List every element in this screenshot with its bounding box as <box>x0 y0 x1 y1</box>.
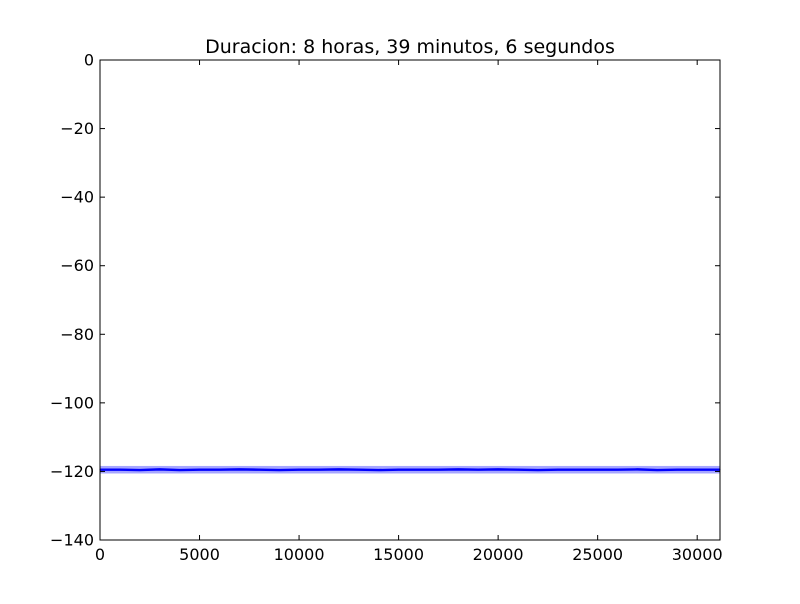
series-0-point <box>139 469 141 471</box>
series-0-point <box>656 469 658 471</box>
series-0-point <box>338 468 340 470</box>
series-0-point <box>358 469 360 471</box>
y-tick-label: −120 <box>50 462 94 481</box>
chart-title: Duracion: 8 horas, 39 minutos, 6 segundo… <box>205 36 615 58</box>
series-0-point <box>636 468 639 470</box>
series-0-point <box>437 469 440 471</box>
series-0-point <box>198 469 201 471</box>
y-tick-label: −100 <box>50 393 94 412</box>
series-0-point <box>318 469 320 471</box>
series-0-point <box>298 469 300 471</box>
series-0-point <box>417 469 420 471</box>
series-0-point <box>537 469 539 471</box>
series-0-point <box>179 469 181 471</box>
series-0-point <box>457 468 459 470</box>
y-tick-label: −20 <box>60 119 94 138</box>
y-tick-label: −80 <box>60 325 94 344</box>
series-0-point <box>597 469 599 471</box>
series-0-line <box>100 468 720 472</box>
series-0-point <box>119 469 121 471</box>
x-tick-label: 30000 <box>672 545 723 564</box>
x-tick-label: 5000 <box>179 545 220 564</box>
series-0-point <box>258 469 260 471</box>
plot-data <box>99 465 721 474</box>
series-0-point <box>696 469 698 471</box>
x-tick-label: 0 <box>95 545 105 564</box>
series-0-point <box>517 469 519 471</box>
series-0-point <box>278 469 280 471</box>
series-0-point <box>159 468 161 470</box>
y-tick-label: −60 <box>60 256 94 275</box>
plot-frame <box>99 59 721 541</box>
series-0-point <box>218 469 221 471</box>
y-tick-label: 0 <box>84 51 94 70</box>
y-tick-label: −140 <box>50 531 94 550</box>
series-0-point <box>497 468 499 470</box>
axes: 0 5000 10000 15000 20000 25000 30000 0 −20 −40 −60… <box>50 51 723 565</box>
series-0-point <box>477 469 479 471</box>
series-0-point <box>557 469 559 471</box>
series-0-point <box>676 469 678 471</box>
series-0-point <box>397 469 400 471</box>
x-tick-label: 20000 <box>473 545 524 564</box>
y-tick-label: −40 <box>60 188 94 207</box>
x-tick-label: 25000 <box>572 545 623 564</box>
x-tick-label: 15000 <box>373 545 424 564</box>
x-tick-label: 10000 <box>274 545 325 564</box>
series-0-point <box>378 469 380 471</box>
series-0-point <box>238 468 240 470</box>
series-0-point <box>577 469 579 471</box>
series-0-point <box>616 469 619 471</box>
